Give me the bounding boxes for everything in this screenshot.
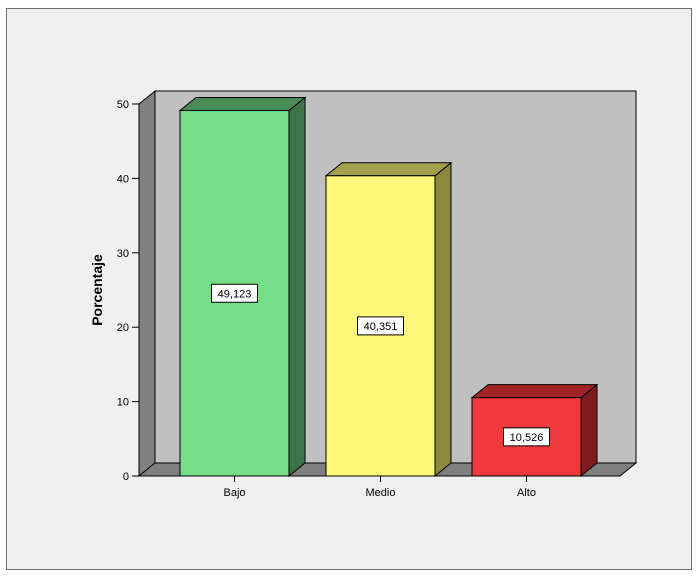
y-tick-label: 10 bbox=[117, 397, 129, 409]
data-label-box bbox=[503, 427, 550, 447]
y-tick-label: 50 bbox=[117, 99, 129, 111]
y-tick-label: 0 bbox=[123, 471, 129, 483]
chart-labels: Bajo 49,123 Medio 40,351 Alto 10,526 bbox=[211, 283, 550, 499]
side-wall bbox=[138, 89, 156, 478]
bar-side bbox=[434, 161, 452, 478]
data-label-box bbox=[357, 316, 404, 336]
data-label: 10,526 bbox=[510, 432, 544, 444]
x-tick-label: Medio bbox=[366, 487, 396, 499]
bar-top bbox=[324, 162, 453, 177]
x-tick-label: Bajo bbox=[223, 487, 245, 499]
y-axis-title: Porcentaje bbox=[89, 254, 105, 326]
data-label: 49,123 bbox=[218, 288, 252, 300]
bar-top bbox=[178, 97, 307, 112]
data-label-box bbox=[211, 283, 258, 303]
y-tick-label: 20 bbox=[117, 322, 129, 334]
chart-axes: 0 10 20 30 40 50 Porcentaje bbox=[89, 99, 527, 483]
bar-top bbox=[470, 384, 599, 399]
x-tick-label: Alto bbox=[517, 487, 536, 499]
bar-side bbox=[288, 96, 306, 478]
data-label: 40,351 bbox=[364, 321, 398, 333]
y-tick-label: 30 bbox=[117, 248, 129, 260]
bar-side bbox=[580, 383, 598, 478]
y-tick-label: 40 bbox=[117, 173, 129, 185]
